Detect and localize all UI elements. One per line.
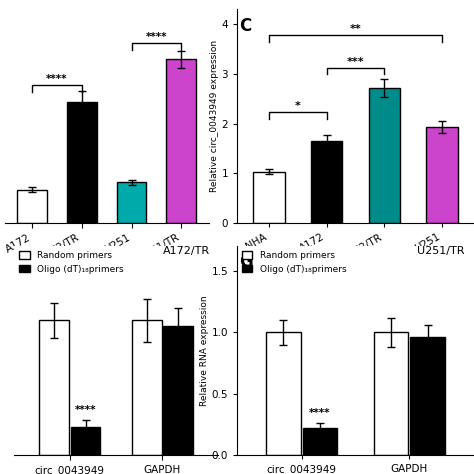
Y-axis label: Relative RNA expression: Relative RNA expression	[200, 295, 209, 406]
Bar	[67, 102, 97, 223]
Y-axis label: Relative circ_0043949 expression: Relative circ_0043949 expression	[210, 40, 219, 192]
Bar	[166, 59, 196, 223]
Text: ***: ***	[346, 56, 365, 66]
Text: ****: ****	[309, 408, 331, 418]
Bar	[303, 428, 337, 455]
Text: A172/TR: A172/TR	[163, 246, 210, 256]
Bar	[71, 427, 100, 455]
Text: ****: ****	[146, 32, 167, 42]
Bar	[253, 172, 285, 223]
Legend: Random primers, Oligo (dT)₁₈primers: Random primers, Oligo (dT)₁₈primers	[19, 251, 123, 273]
Bar	[117, 182, 146, 223]
Text: C: C	[239, 17, 251, 35]
Text: U251/TR: U251/TR	[417, 246, 465, 256]
Bar	[310, 141, 343, 223]
Text: *: *	[295, 101, 301, 111]
Text: **: **	[350, 24, 361, 34]
Bar	[39, 320, 69, 455]
Text: G: G	[239, 253, 253, 271]
Bar	[368, 88, 401, 223]
Text: ****: ****	[46, 74, 68, 84]
Bar	[17, 190, 47, 223]
Bar	[410, 337, 445, 455]
Text: ****: ****	[75, 405, 96, 415]
Bar	[266, 332, 301, 455]
Bar	[164, 326, 193, 455]
Bar	[132, 320, 162, 455]
Bar	[426, 127, 458, 223]
Bar	[374, 332, 408, 455]
Legend: Random primers, Oligo (dT)₁₈primers: Random primers, Oligo (dT)₁₈primers	[242, 251, 346, 273]
